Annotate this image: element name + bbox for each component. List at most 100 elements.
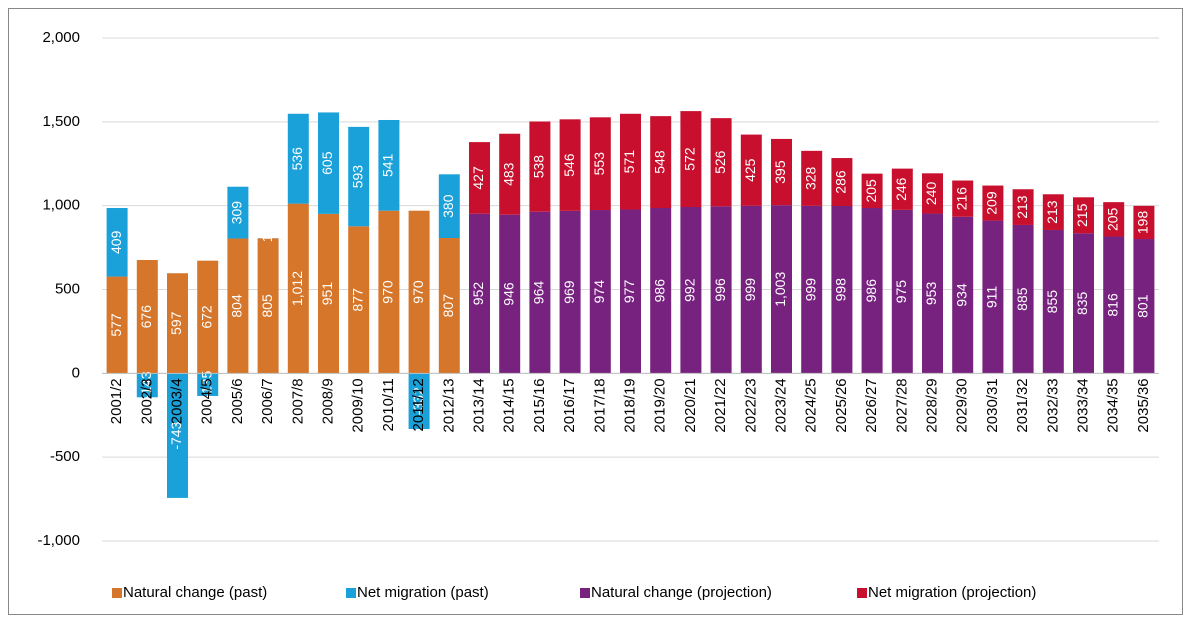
data-label: 246 <box>893 177 909 201</box>
data-label: 209 <box>984 191 1000 215</box>
legend-swatch <box>580 588 590 598</box>
data-label: 1,003 <box>772 272 788 307</box>
data-label: 953 <box>923 282 939 306</box>
data-label: 536 <box>289 147 305 171</box>
data-label: 952 <box>470 282 486 306</box>
legend-swatch <box>346 588 356 598</box>
data-label: 571 <box>621 150 637 174</box>
data-label: 986 <box>651 279 667 303</box>
x-tick-label: 2006/7 <box>259 378 276 424</box>
data-label: 911 <box>984 286 1000 309</box>
data-label: 605 <box>319 151 335 175</box>
data-label: 999 <box>802 278 818 302</box>
data-label: 975 <box>893 280 909 304</box>
data-label: 1,012 <box>289 271 305 306</box>
data-label: 216 <box>953 187 969 211</box>
data-label: 215 <box>1074 203 1090 227</box>
data-label: 1 <box>259 234 275 242</box>
data-label: 946 <box>500 282 516 306</box>
x-tick-label: 2001/2 <box>108 378 125 424</box>
x-tick-label: 2034/35 <box>1105 378 1122 432</box>
y-tick-label: 1,000 <box>42 197 80 214</box>
x-tick-label: 2011/12 <box>410 378 427 431</box>
data-label: 572 <box>682 147 698 171</box>
x-tick-label: 2007/8 <box>289 378 306 424</box>
data-label: 213 <box>1014 195 1030 219</box>
data-label: 999 <box>742 278 758 302</box>
x-tick-label: 2016/17 <box>561 378 578 432</box>
data-label: 977 <box>621 280 637 304</box>
x-tick-label: 2030/31 <box>984 378 1001 432</box>
x-tick-label: 2031/32 <box>1014 378 1031 432</box>
data-label: 986 <box>863 279 879 303</box>
data-label: 546 <box>561 153 577 177</box>
x-tick-label: 2008/9 <box>319 378 336 424</box>
data-label: 427 <box>470 166 486 190</box>
data-label: 885 <box>1014 287 1030 311</box>
data-label: 548 <box>651 150 667 174</box>
data-label: 553 <box>591 152 607 176</box>
data-label: 205 <box>1104 207 1120 231</box>
x-tick-label: 2032/33 <box>1044 378 1061 432</box>
data-label: 395 <box>772 160 788 184</box>
data-label: 992 <box>682 278 698 302</box>
x-tick-label: 2028/29 <box>923 378 940 432</box>
x-tick-label: 2003/4 <box>168 378 185 424</box>
legend-label: Natural change (past) <box>123 584 267 601</box>
x-tick-label: 2013/14 <box>470 378 487 432</box>
legend-swatch <box>857 588 867 598</box>
data-label: 807 <box>440 294 456 318</box>
data-label: 964 <box>531 281 547 305</box>
data-label: 538 <box>531 155 547 179</box>
x-tick-label: 2018/19 <box>621 378 638 432</box>
data-label: 998 <box>833 278 849 302</box>
data-label: 541 <box>380 153 396 177</box>
y-tick-label: 2,000 <box>42 29 80 46</box>
y-tick-label: -500 <box>50 448 80 465</box>
data-label: 970 <box>410 280 426 304</box>
x-tick-label: 2024/25 <box>803 378 820 432</box>
x-tick-label: 2022/23 <box>742 378 759 432</box>
legend-label: Natural change (projection) <box>591 584 772 601</box>
data-label: 951 <box>319 282 335 306</box>
x-tick-label: 2020/21 <box>682 378 699 432</box>
data-label: 816 <box>1104 293 1120 317</box>
data-label: 970 <box>380 280 396 304</box>
data-label: -743 <box>168 421 184 449</box>
legend-label: Net migration (past) <box>357 584 489 601</box>
data-label: 213 <box>1044 200 1060 224</box>
data-label: 526 <box>712 150 728 174</box>
data-label: 835 <box>1074 291 1090 315</box>
y-tick-label: 0 <box>72 364 80 381</box>
x-tick-label: 2023/24 <box>772 378 789 432</box>
data-label: 409 <box>108 230 124 254</box>
x-tick-label: 2026/27 <box>863 378 880 432</box>
data-label: 974 <box>591 280 607 304</box>
data-label: 425 <box>742 158 758 182</box>
data-label: 672 <box>198 305 214 329</box>
x-tick-label: 2010/11 <box>380 378 397 431</box>
data-label: 205 <box>863 179 879 203</box>
data-label: 240 <box>923 182 939 206</box>
x-tick-label: 2021/22 <box>712 378 729 432</box>
data-label: 328 <box>802 166 818 190</box>
data-label: 483 <box>500 162 516 186</box>
data-label: 969 <box>561 280 577 304</box>
data-label: 597 <box>168 311 184 335</box>
x-tick-label: 2015/16 <box>531 378 548 432</box>
x-tick-label: 2035/36 <box>1135 378 1152 432</box>
data-label: 309 <box>229 201 245 225</box>
x-tick-label: 2025/26 <box>833 378 850 432</box>
x-tick-label: 2005/6 <box>229 378 246 424</box>
data-label: 877 <box>349 288 365 312</box>
data-label: 380 <box>440 194 456 218</box>
x-tick-label: 2009/10 <box>350 378 367 432</box>
x-tick-label: 2004/5 <box>199 378 216 424</box>
x-tick-label: 2012/13 <box>440 378 457 432</box>
x-tick-label: 2019/20 <box>652 378 669 432</box>
legend-label: Net migration (projection) <box>868 584 1036 601</box>
data-label: 198 <box>1135 211 1151 235</box>
y-tick-label: 1,500 <box>42 113 80 130</box>
x-tick-label: 2014/15 <box>501 378 518 432</box>
